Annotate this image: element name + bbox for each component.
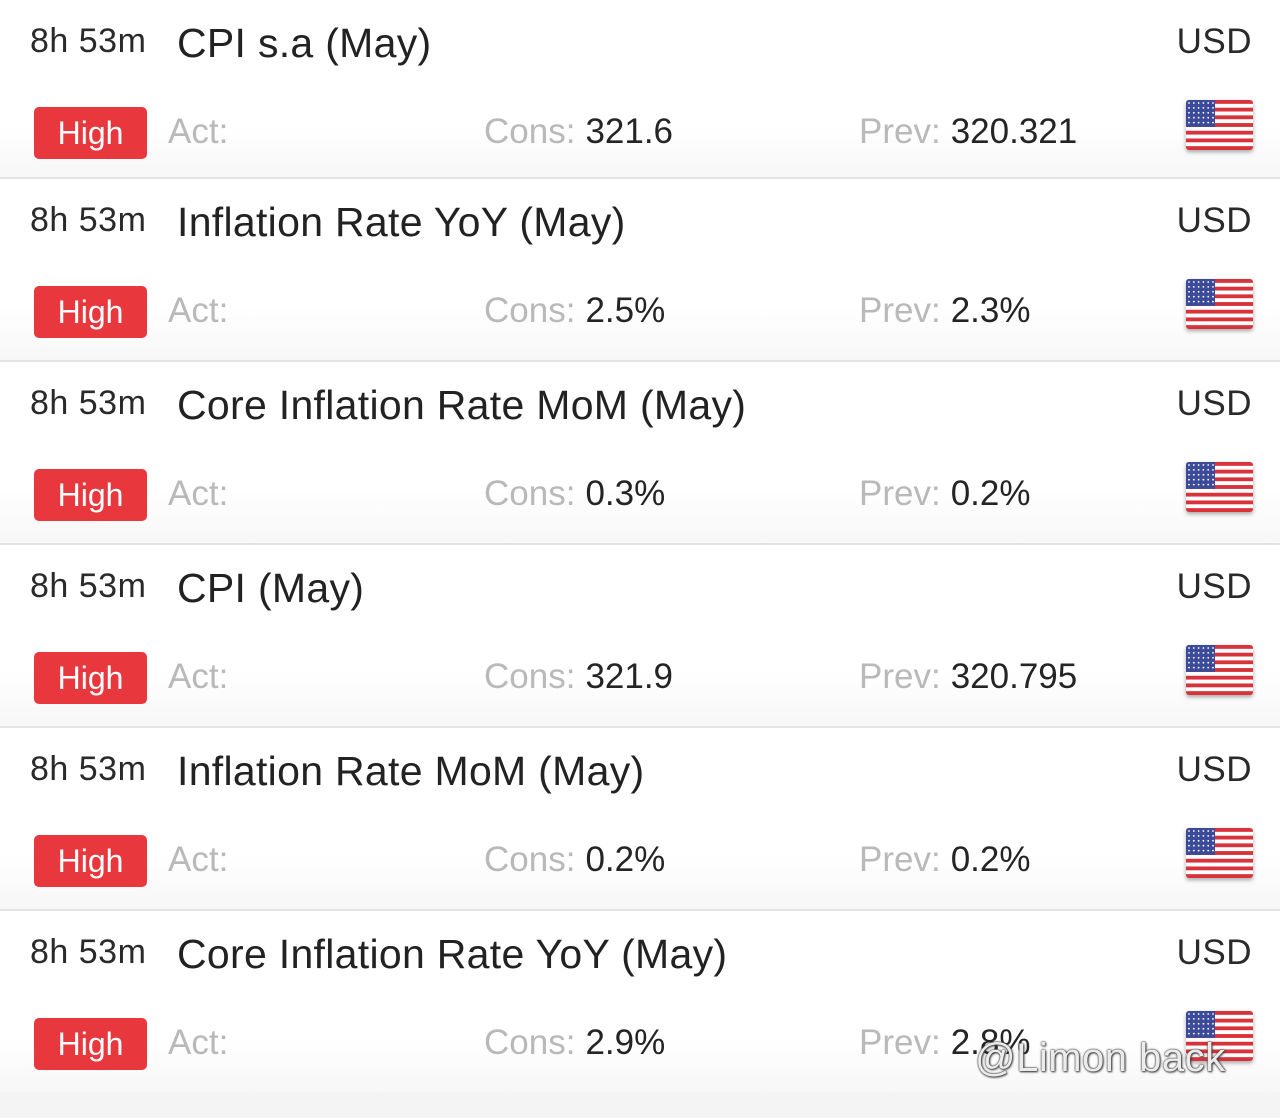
consensus-value: 321.6 bbox=[585, 112, 674, 151]
consensus-label: Cons: bbox=[484, 657, 576, 696]
event-title[interactable]: Inflation Rate YoY (May) bbox=[177, 199, 626, 245]
impact-badge: High bbox=[34, 652, 147, 704]
consensus-field: Cons: 321.6 bbox=[484, 112, 673, 152]
consensus-label: Cons: bbox=[484, 112, 576, 151]
event-row[interactable]: 8h 53m Core Inflation Rate YoY (May) USD… bbox=[0, 911, 1280, 1094]
previous-label: Prev: bbox=[859, 1023, 941, 1062]
event-row[interactable]: 8h 53m Core Inflation Rate MoM (May) USD… bbox=[0, 362, 1280, 545]
consensus-value: 2.5% bbox=[585, 291, 666, 330]
previous-label: Prev: bbox=[859, 112, 941, 151]
previous-label: Prev: bbox=[859, 840, 941, 879]
event-currency: USD bbox=[1176, 384, 1252, 423]
impact-badge: High bbox=[34, 286, 147, 338]
actual-label: Act: bbox=[168, 474, 229, 513]
previous-value: 2.8% bbox=[950, 1023, 1031, 1062]
event-row[interactable]: 8h 53m Inflation Rate MoM (May) USD High… bbox=[0, 728, 1280, 911]
economic-calendar-list: 8h 53m CPI s.a (May) USD High Act: Cons:… bbox=[0, 0, 1280, 1094]
event-time: 8h 53m bbox=[30, 22, 147, 60]
previous-label: Prev: bbox=[859, 291, 941, 330]
event-title[interactable]: Core Inflation Rate MoM (May) bbox=[177, 382, 747, 428]
us-flag-icon bbox=[1186, 828, 1253, 878]
actual-field: Act: bbox=[168, 1023, 238, 1063]
us-flag-icon bbox=[1186, 1011, 1253, 1061]
previous-field: Prev: 0.2% bbox=[859, 840, 1030, 880]
actual-label: Act: bbox=[168, 1023, 229, 1062]
previous-field: Prev: 2.8% bbox=[859, 1023, 1030, 1063]
event-row[interactable]: 8h 53m Inflation Rate YoY (May) USD High… bbox=[0, 179, 1280, 362]
consensus-label: Cons: bbox=[484, 1023, 576, 1062]
previous-value: 0.2% bbox=[950, 474, 1031, 513]
consensus-label: Cons: bbox=[484, 474, 576, 513]
consensus-field: Cons: 0.2% bbox=[484, 840, 665, 880]
actual-label: Act: bbox=[168, 840, 229, 879]
previous-label: Prev: bbox=[859, 474, 941, 513]
actual-field: Act: bbox=[168, 474, 238, 514]
consensus-value: 2.9% bbox=[585, 1023, 666, 1062]
previous-value: 2.3% bbox=[950, 291, 1031, 330]
us-flag-icon bbox=[1186, 645, 1253, 695]
consensus-value: 0.3% bbox=[585, 474, 666, 513]
previous-value: 320.321 bbox=[950, 112, 1078, 151]
event-time: 8h 53m bbox=[30, 201, 147, 239]
previous-field: Prev: 0.2% bbox=[859, 474, 1030, 514]
actual-label: Act: bbox=[168, 291, 229, 330]
consensus-field: Cons: 2.5% bbox=[484, 291, 665, 331]
us-flag-icon bbox=[1186, 462, 1253, 512]
actual-field: Act: bbox=[168, 657, 238, 697]
previous-value: 320.795 bbox=[950, 657, 1078, 696]
event-time: 8h 53m bbox=[30, 750, 147, 788]
consensus-label: Cons: bbox=[484, 840, 576, 879]
actual-field: Act: bbox=[168, 291, 238, 331]
event-currency: USD bbox=[1176, 201, 1252, 240]
actual-label: Act: bbox=[168, 112, 229, 151]
impact-badge: High bbox=[34, 107, 147, 159]
event-time: 8h 53m bbox=[30, 933, 147, 971]
event-currency: USD bbox=[1176, 933, 1252, 972]
list-bottom-strip bbox=[0, 1092, 1280, 1118]
consensus-value: 321.9 bbox=[585, 657, 674, 696]
event-currency: USD bbox=[1176, 750, 1252, 789]
previous-field: Prev: 320.321 bbox=[859, 112, 1077, 152]
event-time: 8h 53m bbox=[30, 567, 147, 605]
event-row[interactable]: 8h 53m CPI s.a (May) USD High Act: Cons:… bbox=[0, 0, 1280, 179]
previous-value: 0.2% bbox=[950, 840, 1031, 879]
previous-label: Prev: bbox=[859, 657, 941, 696]
us-flag-icon bbox=[1186, 279, 1253, 329]
impact-badge: High bbox=[34, 835, 147, 887]
consensus-field: Cons: 321.9 bbox=[484, 657, 673, 697]
event-time: 8h 53m bbox=[30, 384, 147, 422]
event-title[interactable]: CPI (May) bbox=[177, 565, 365, 611]
us-flag-icon bbox=[1186, 100, 1253, 150]
impact-badge: High bbox=[34, 469, 147, 521]
consensus-field: Cons: 0.3% bbox=[484, 474, 665, 514]
actual-label: Act: bbox=[168, 657, 229, 696]
watermark: @Limon back bbox=[975, 1036, 1226, 1080]
previous-field: Prev: 320.795 bbox=[859, 657, 1077, 697]
consensus-field: Cons: 2.9% bbox=[484, 1023, 665, 1063]
actual-field: Act: bbox=[168, 840, 238, 880]
event-currency: USD bbox=[1176, 22, 1252, 61]
impact-badge: High bbox=[34, 1018, 147, 1070]
event-currency: USD bbox=[1176, 567, 1252, 606]
event-title[interactable]: Inflation Rate MoM (May) bbox=[177, 748, 645, 794]
consensus-value: 0.2% bbox=[585, 840, 666, 879]
consensus-label: Cons: bbox=[484, 291, 576, 330]
event-row[interactable]: 8h 53m CPI (May) USD High Act: Cons: 321.… bbox=[0, 545, 1280, 728]
actual-field: Act: bbox=[168, 112, 238, 152]
previous-field: Prev: 2.3% bbox=[859, 291, 1030, 331]
event-title[interactable]: Core Inflation Rate YoY (May) bbox=[177, 931, 728, 977]
event-title[interactable]: CPI s.a (May) bbox=[177, 20, 432, 66]
